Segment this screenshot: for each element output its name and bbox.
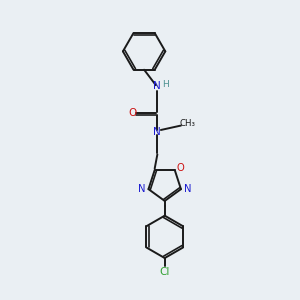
Text: CH₃: CH₃: [180, 119, 196, 128]
Text: N: N: [138, 184, 146, 194]
Text: O: O: [128, 108, 136, 118]
Text: O: O: [177, 163, 184, 173]
Text: H: H: [162, 80, 169, 88]
Text: Cl: Cl: [160, 267, 170, 277]
Text: N: N: [184, 184, 191, 194]
Text: N: N: [154, 81, 161, 91]
Text: N: N: [154, 127, 161, 137]
